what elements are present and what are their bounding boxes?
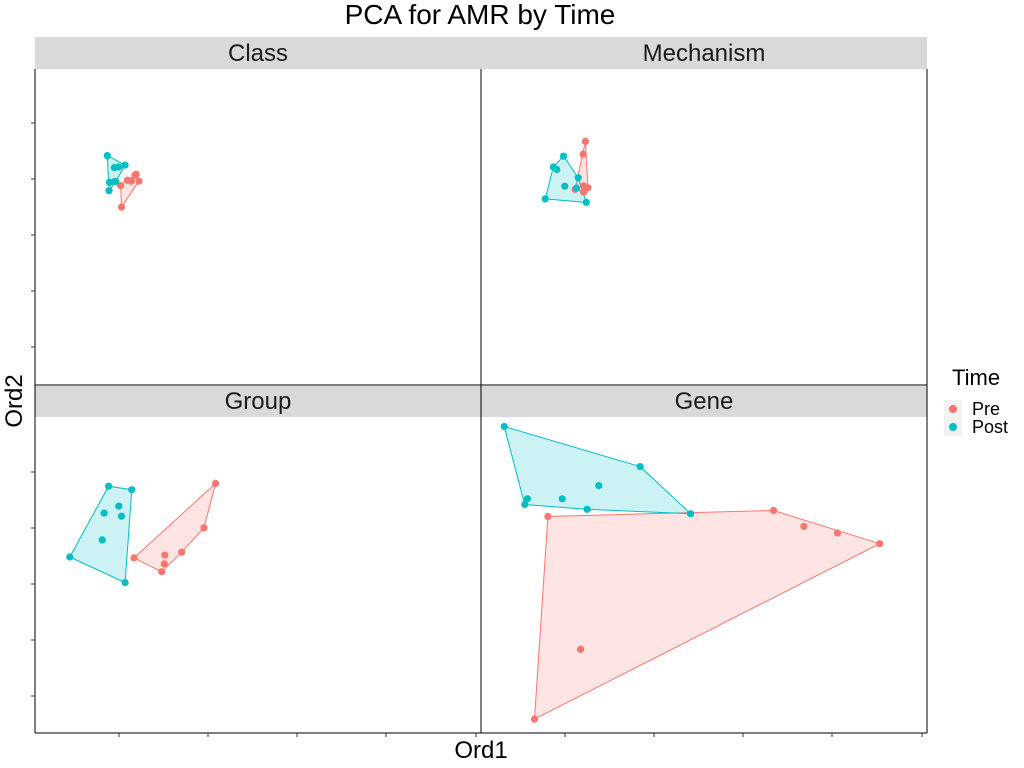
point-gene-post-0 bbox=[500, 422, 508, 431]
point-group-post-4 bbox=[105, 482, 113, 490]
point-gene-post-1 bbox=[521, 500, 529, 509]
facet-label-mechanism: Mechanism bbox=[643, 40, 766, 67]
chart-title: PCA for AMR by Time bbox=[345, 0, 616, 30]
point-gene-pre-2 bbox=[770, 506, 778, 515]
point-class-post-6 bbox=[111, 177, 119, 186]
point-class-post-2 bbox=[110, 164, 118, 172]
point-gene-pre-6 bbox=[530, 715, 539, 723]
point-class-post-5 bbox=[105, 187, 113, 195]
point-group-pre-3 bbox=[160, 560, 168, 568]
point-group-pre-4 bbox=[161, 551, 169, 559]
legend-title: Time bbox=[952, 365, 1000, 390]
point-class-pre-5 bbox=[132, 170, 140, 178]
panel-group bbox=[66, 479, 220, 587]
point-group-post-1 bbox=[98, 536, 106, 544]
axis-ticks bbox=[31, 122, 923, 737]
legend-label-pre: Pre bbox=[972, 399, 1000, 419]
point-gene-post-4 bbox=[595, 482, 603, 490]
point-mechanism-pre-0 bbox=[581, 137, 590, 145]
point-mechanism-pre-5 bbox=[584, 184, 592, 192]
point-gene-post-3 bbox=[558, 495, 566, 503]
facet-strip-class bbox=[35, 37, 481, 69]
point-class-pre-6 bbox=[135, 177, 143, 185]
point-class-post-0 bbox=[103, 152, 111, 160]
facet-strip-gene bbox=[481, 386, 927, 417]
point-gene-post-5 bbox=[636, 463, 644, 471]
hull-gene-post bbox=[503, 425, 692, 515]
x-axis-title: Ord1 bbox=[454, 737, 507, 764]
point-group-post-0 bbox=[66, 553, 74, 561]
facet-strip-mechanism bbox=[481, 37, 927, 69]
point-gene-pre-5 bbox=[876, 540, 884, 548]
point-class-pre-1 bbox=[117, 182, 125, 190]
point-gene-post-2 bbox=[523, 495, 532, 503]
panel-gene bbox=[500, 422, 884, 723]
point-mechanism-post-5 bbox=[572, 184, 581, 192]
point-gene-post-6 bbox=[687, 510, 695, 518]
legend-label-post: Post bbox=[972, 417, 1008, 437]
facet-label-class: Class bbox=[228, 40, 288, 67]
point-gene-pre-1 bbox=[544, 512, 552, 521]
point-group-pre-6 bbox=[130, 554, 138, 562]
point-group-pre-1 bbox=[200, 524, 208, 532]
facet-label-gene: Gene bbox=[675, 388, 734, 415]
point-gene-pre-0 bbox=[576, 645, 585, 653]
facet-panels bbox=[66, 137, 884, 723]
point-mechanism-post-2 bbox=[553, 165, 561, 174]
point-group-pre-2 bbox=[178, 548, 186, 556]
point-group-pre-5 bbox=[158, 568, 166, 576]
point-mechanism-post-3 bbox=[559, 152, 568, 160]
point-mechanism-pre-4 bbox=[580, 188, 588, 196]
point-mechanism-post-6 bbox=[574, 174, 582, 182]
legend-marker-post bbox=[949, 423, 957, 431]
point-group-post-5 bbox=[115, 502, 123, 510]
point-group-post-2 bbox=[100, 509, 108, 517]
point-gene-pre-4 bbox=[833, 529, 842, 537]
panel-mechanism bbox=[541, 137, 592, 206]
legend-marker-pre bbox=[949, 405, 957, 413]
point-class-post-4 bbox=[105, 178, 114, 186]
point-group-post-3 bbox=[117, 512, 126, 520]
panel-class bbox=[103, 152, 143, 211]
hull-gene-pre bbox=[533, 509, 882, 720]
panel-borders bbox=[34, 69, 928, 734]
point-class-pre-3 bbox=[127, 177, 135, 185]
point-group-pre-0 bbox=[212, 479, 220, 487]
hull-group-post bbox=[69, 485, 133, 584]
point-mechanism-post-4 bbox=[561, 182, 569, 190]
point-group-post-6 bbox=[128, 486, 136, 494]
point-mechanism-pre-1 bbox=[579, 150, 587, 158]
point-mechanism-post-7 bbox=[582, 198, 590, 206]
point-mechanism-post-0 bbox=[541, 195, 549, 203]
point-group-post-7 bbox=[121, 579, 129, 587]
point-gene-post-7 bbox=[583, 505, 591, 513]
point-gene-pre-3 bbox=[800, 522, 808, 530]
point-class-pre-0 bbox=[117, 203, 126, 211]
point-class-post-7 bbox=[121, 161, 129, 169]
y-axis-title: Ord2 bbox=[1, 374, 28, 427]
facet-label-group: Group bbox=[225, 388, 292, 415]
hull-group-pre bbox=[133, 481, 217, 573]
facet-strip-group bbox=[35, 386, 481, 417]
